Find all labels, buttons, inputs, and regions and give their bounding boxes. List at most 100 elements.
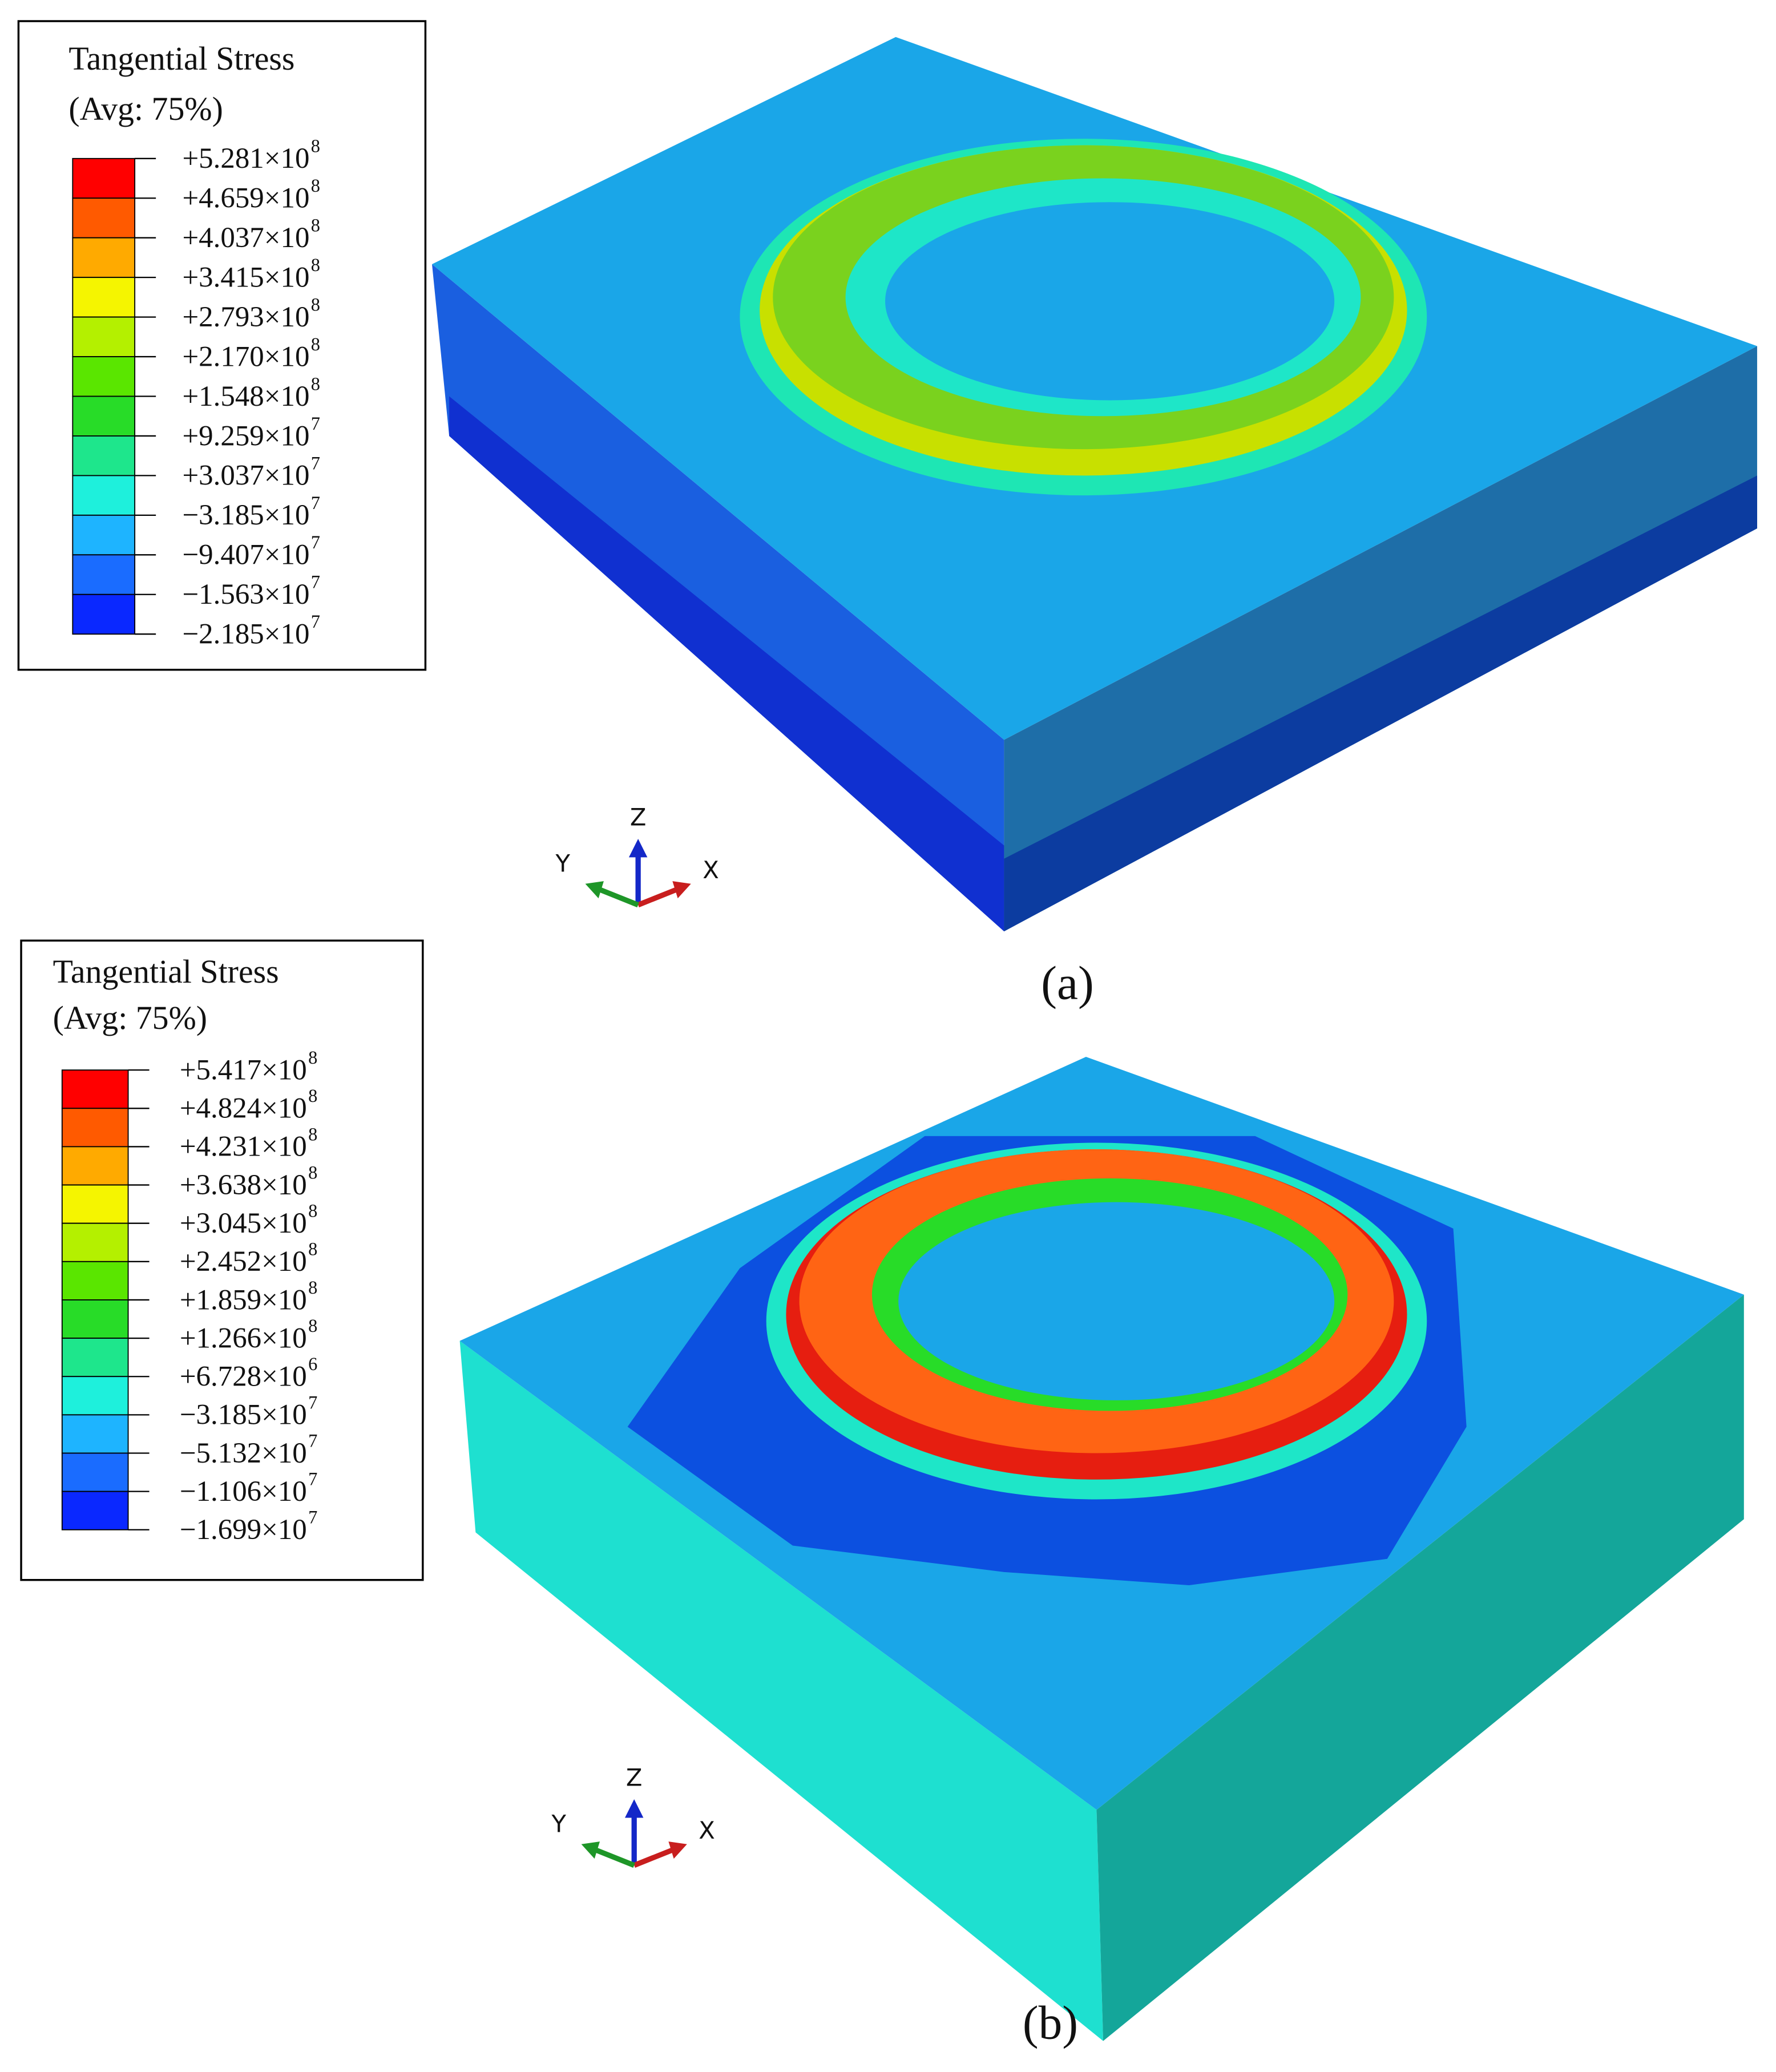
legend-label: +2.793×10 — [182, 301, 309, 333]
model-a — [432, 37, 1757, 932]
legend-label-exponent: 8 — [308, 1124, 317, 1145]
legend-label: +6.728×10 — [180, 1361, 307, 1393]
legend-label: +3.045×10 — [180, 1207, 307, 1239]
figure-content: Tangential Stress(Avg: 75%)+5.281×10 8+4.… — [17, 20, 1757, 2050]
legend-label-exponent: 8 — [308, 1278, 317, 1298]
legend-swatch — [61, 1069, 129, 1109]
legend-label-exponent: 8 — [311, 176, 320, 196]
legend-label-exponent: 8 — [311, 216, 320, 236]
legend-swatch — [72, 316, 136, 357]
legend-swatch — [72, 395, 136, 437]
triad-y-head — [581, 1841, 600, 1859]
legend-swatch — [72, 197, 136, 239]
legend-swatch — [72, 157, 136, 199]
legend-label-exponent: 7 — [311, 612, 320, 632]
legend-swatch — [61, 1338, 129, 1378]
legend-label-exponent: 6 — [308, 1354, 317, 1375]
legend-label: +9.259×10 — [182, 420, 309, 452]
triad-y-label: Y — [551, 1810, 567, 1837]
legend-label: +5.281×10 — [182, 143, 309, 175]
legend-label-exponent: 7 — [311, 453, 320, 474]
triad-z-head — [624, 1799, 644, 1818]
triad-x-head — [668, 1841, 687, 1859]
legend-label-exponent: 8 — [308, 1086, 317, 1106]
triad-y — [597, 886, 639, 908]
legend-label-exponent: 8 — [311, 255, 320, 276]
legend-label-exponent: 8 — [308, 1048, 317, 1068]
model-b — [459, 1057, 1744, 2041]
legend-swatch — [61, 1108, 129, 1148]
plate-side — [1096, 1294, 1744, 2041]
legend-swatch — [72, 435, 136, 476]
legend-swatch — [61, 1414, 129, 1454]
legend-label-exponent: 8 — [311, 374, 320, 394]
legend-label: −5.132×10 — [180, 1437, 307, 1469]
triad-z-label: Z — [630, 803, 647, 831]
triad-z-label: Z — [626, 1763, 643, 1791]
legend-title: Tangential Stress — [68, 40, 294, 77]
triad-x-label: X — [699, 1816, 715, 1844]
legend-swatch — [72, 554, 136, 595]
plate-side-band — [1004, 475, 1757, 932]
legend-label-exponent: 7 — [311, 572, 320, 593]
legend-swatch — [72, 514, 136, 556]
legend-title: Tangential Stress — [53, 953, 279, 990]
legend-label: +3.415×10 — [182, 261, 309, 293]
legend-swatch — [61, 1146, 129, 1186]
legend-label: −3.185×10 — [182, 499, 309, 531]
legend-label: +1.266×10 — [180, 1322, 307, 1354]
plate-side-band — [449, 396, 1004, 932]
triad-y-head — [585, 881, 604, 899]
legend-label: +4.037×10 — [182, 222, 309, 254]
triad-x-label: X — [703, 856, 719, 884]
triad-x-head — [672, 881, 691, 899]
legend-swatch — [61, 1376, 129, 1416]
legend-label-exponent: 8 — [308, 1201, 317, 1222]
legend-swatch — [72, 356, 136, 397]
legend-swatch — [72, 277, 136, 318]
legend-label-exponent: 8 — [311, 136, 320, 157]
legend-swatch — [61, 1222, 129, 1262]
legend-label: +4.659×10 — [182, 183, 309, 215]
legend-label-exponent: 7 — [311, 532, 320, 553]
panel-label: (a) — [1041, 958, 1093, 1010]
triad-z-head — [628, 839, 648, 858]
legend-label: +1.859×10 — [180, 1284, 307, 1316]
legend-label: +3.638×10 — [180, 1169, 307, 1201]
legend-label-exponent: 8 — [311, 334, 320, 355]
legend-subtitle: (Avg: 75%) — [68, 90, 223, 127]
plate-side — [459, 1340, 1104, 2041]
legend-label-exponent: 7 — [308, 1508, 317, 1528]
legend-label: +1.548×10 — [182, 381, 309, 413]
legend-label: +5.417×10 — [180, 1054, 307, 1086]
legend-swatch — [72, 237, 136, 278]
ring-hole — [898, 1202, 1335, 1400]
legend-label: +2.170×10 — [182, 341, 309, 373]
legend-swatch — [61, 1452, 129, 1492]
legend-swatch — [61, 1184, 129, 1224]
legend-label: −2.185×10 — [182, 619, 309, 651]
legend-label-exponent: 7 — [308, 1392, 317, 1413]
panel-label: (b) — [1023, 1997, 1078, 2050]
legend-label: −9.407×10 — [182, 539, 309, 571]
legend-label: −1.563×10 — [182, 579, 309, 611]
legend-swatch — [72, 475, 136, 516]
legend-label: +4.824×10 — [180, 1093, 307, 1125]
triad-x — [637, 886, 679, 908]
legend-label-exponent: 7 — [308, 1469, 317, 1490]
legend-swatch — [61, 1491, 129, 1530]
legend-label-exponent: 7 — [311, 493, 320, 514]
legend-label: −1.699×10 — [180, 1514, 307, 1546]
legend-label: −3.185×10 — [180, 1399, 307, 1431]
triad-x — [633, 1847, 675, 1868]
legend-label-exponent: 8 — [311, 295, 320, 316]
legend-label-exponent: 7 — [308, 1431, 317, 1451]
legend-label: +4.231×10 — [180, 1131, 307, 1163]
legend-label-exponent: 7 — [311, 414, 320, 434]
legend-label-exponent: 8 — [308, 1162, 317, 1183]
legend-label: +3.037×10 — [182, 460, 309, 492]
legend-label: −1.106×10 — [180, 1476, 307, 1508]
legend-label: +2.452×10 — [180, 1246, 307, 1278]
legend-subtitle: (Avg: 75%) — [53, 999, 207, 1036]
